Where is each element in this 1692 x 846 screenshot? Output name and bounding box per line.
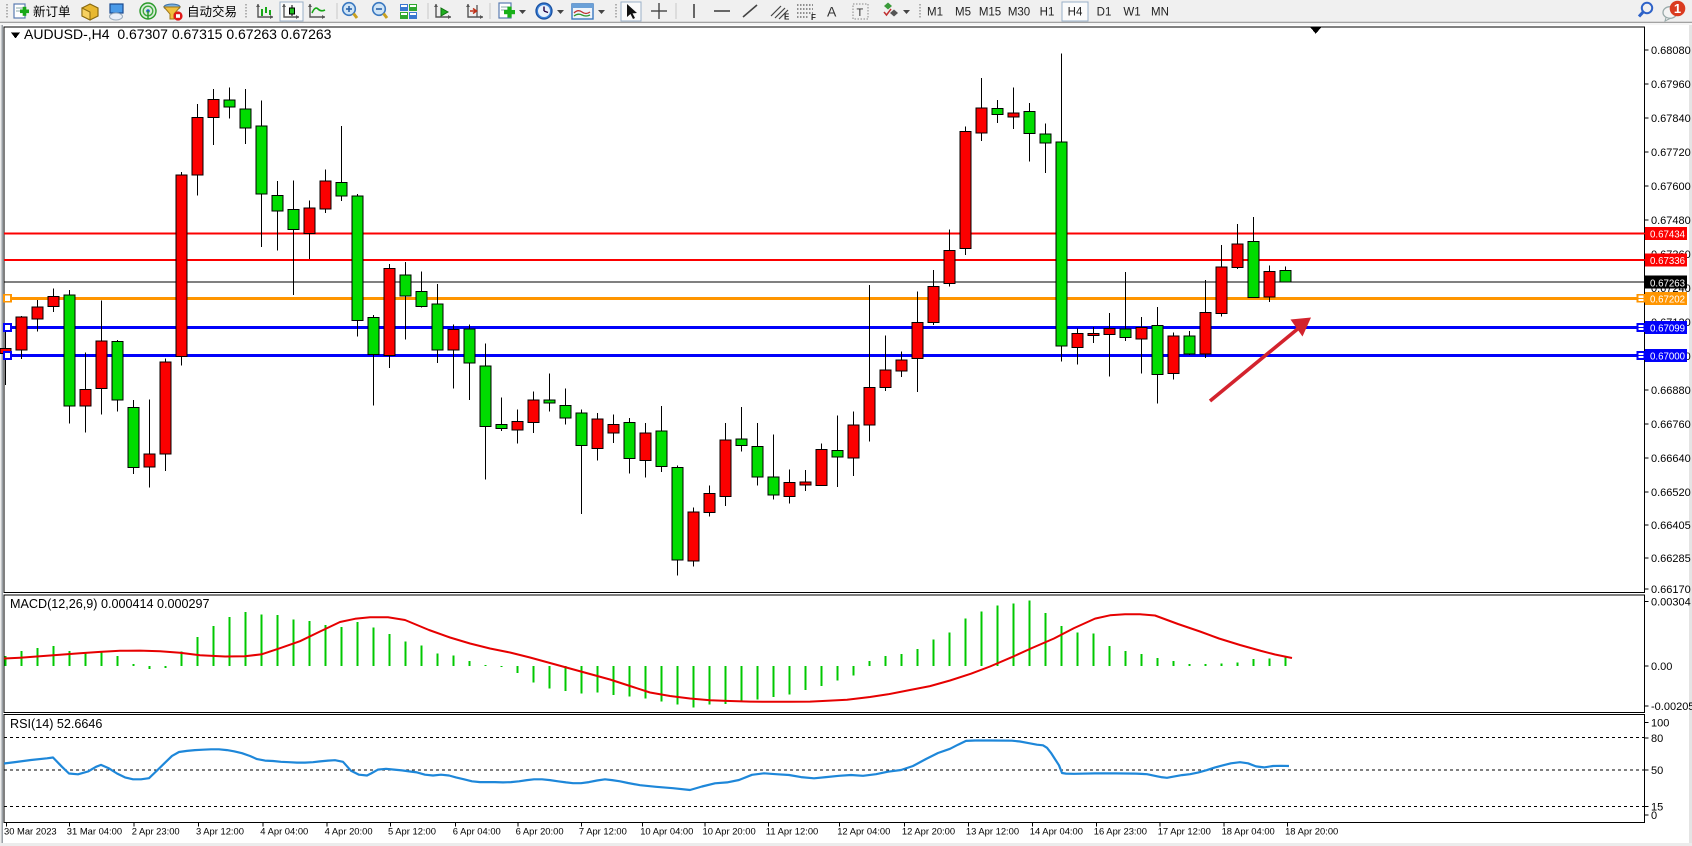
svg-text:0.67720: 0.67720 [1651,147,1691,159]
svg-text:T: T [857,7,864,19]
svg-text:100: 100 [1651,717,1669,729]
svg-text:0.66760: 0.66760 [1651,419,1691,431]
svg-text:15: 15 [1651,802,1663,814]
svg-text:0.66405: 0.66405 [1651,520,1691,532]
svg-text:10 Apr 20:00: 10 Apr 20:00 [703,826,756,837]
svg-text:新订单: 新订单 [33,4,71,19]
svg-text:H4: H4 [1068,7,1083,19]
svg-text:13 Apr 12:00: 13 Apr 12:00 [966,826,1019,837]
svg-text:0.67000: 0.67000 [1650,352,1686,363]
svg-text:0.66640: 0.66640 [1651,453,1691,465]
svg-text:M1: M1 [927,7,943,19]
svg-text:A: A [827,4,837,20]
svg-text:5 Apr 12:00: 5 Apr 12:00 [388,826,436,837]
svg-text:3 Apr 12:00: 3 Apr 12:00 [196,826,244,837]
svg-text:6 Apr 04:00: 6 Apr 04:00 [453,826,501,837]
svg-text:MN: MN [1151,7,1169,19]
svg-text:0.67099: 0.67099 [1650,324,1685,335]
svg-text:W1: W1 [1123,7,1140,19]
svg-text:M15: M15 [979,7,1001,19]
svg-text:D1: D1 [1097,7,1112,19]
svg-text:F: F [811,13,816,22]
svg-text:2 Apr 23:00: 2 Apr 23:00 [132,826,180,837]
svg-text:1: 1 [1674,1,1681,16]
svg-text:0.67840: 0.67840 [1651,113,1691,125]
svg-text:30 Mar 2023: 30 Mar 2023 [4,826,57,837]
svg-text:0.00304: 0.00304 [1651,597,1691,609]
svg-text:80: 80 [1651,733,1663,745]
svg-text:AUDUSD-,H4 0.67307 0.67315 0.: AUDUSD-,H4 0.67307 0.67315 0.67263 0.672… [24,26,332,42]
svg-text:7 Apr 12:00: 7 Apr 12:00 [579,826,627,837]
svg-text:18 Apr 20:00: 18 Apr 20:00 [1285,826,1338,837]
svg-text:0.67202: 0.67202 [1650,295,1685,306]
svg-text:0.00: 0.00 [1651,661,1672,673]
svg-text:0.66285: 0.66285 [1651,553,1691,565]
svg-text:0.66880: 0.66880 [1651,385,1691,397]
svg-text:自动交易: 自动交易 [187,4,237,19]
svg-text:11 Apr 12:00: 11 Apr 12:00 [766,826,818,837]
svg-text:E: E [784,13,790,22]
svg-text:MACD(12,26,9) 0.000414 0.00029: MACD(12,26,9) 0.000414 0.000297 [10,597,210,611]
svg-text:17 Apr 12:00: 17 Apr 12:00 [1158,826,1211,837]
svg-text:0.66170: 0.66170 [1651,584,1691,596]
svg-text:0.67480: 0.67480 [1651,215,1691,227]
svg-text:4 Apr 04:00: 4 Apr 04:00 [260,826,308,837]
svg-text:M30: M30 [1008,7,1030,19]
svg-text:18 Apr 04:00: 18 Apr 04:00 [1222,826,1275,837]
svg-text:12 Apr 20:00: 12 Apr 20:00 [902,826,955,837]
svg-text:50: 50 [1651,765,1663,777]
svg-text:0.67600: 0.67600 [1651,181,1691,193]
svg-text:0.67263: 0.67263 [1650,278,1685,289]
svg-text:6 Apr 20:00: 6 Apr 20:00 [516,826,564,837]
svg-text:4 Apr 20:00: 4 Apr 20:00 [325,826,373,837]
svg-text:0.67434: 0.67434 [1650,230,1686,241]
svg-text:0.66520: 0.66520 [1651,487,1691,499]
svg-text:0.67336: 0.67336 [1650,256,1685,267]
svg-text:RSI(14) 52.6646: RSI(14) 52.6646 [10,717,102,731]
svg-text:31 Mar 04:00: 31 Mar 04:00 [67,826,122,837]
svg-text:10 Apr 04:00: 10 Apr 04:00 [640,826,693,837]
svg-text:0.67960: 0.67960 [1651,79,1691,91]
svg-text:16 Apr 23:00: 16 Apr 23:00 [1094,826,1147,837]
svg-text:M5: M5 [955,7,971,19]
svg-text:0.68080: 0.68080 [1651,45,1691,57]
svg-text:0: 0 [1651,810,1657,822]
svg-text:14 Apr 04:00: 14 Apr 04:00 [1030,826,1083,837]
svg-text:12 Apr 04:00: 12 Apr 04:00 [837,826,890,837]
svg-text:H1: H1 [1040,7,1055,19]
svg-text:-0.00205: -0.00205 [1651,701,1692,713]
